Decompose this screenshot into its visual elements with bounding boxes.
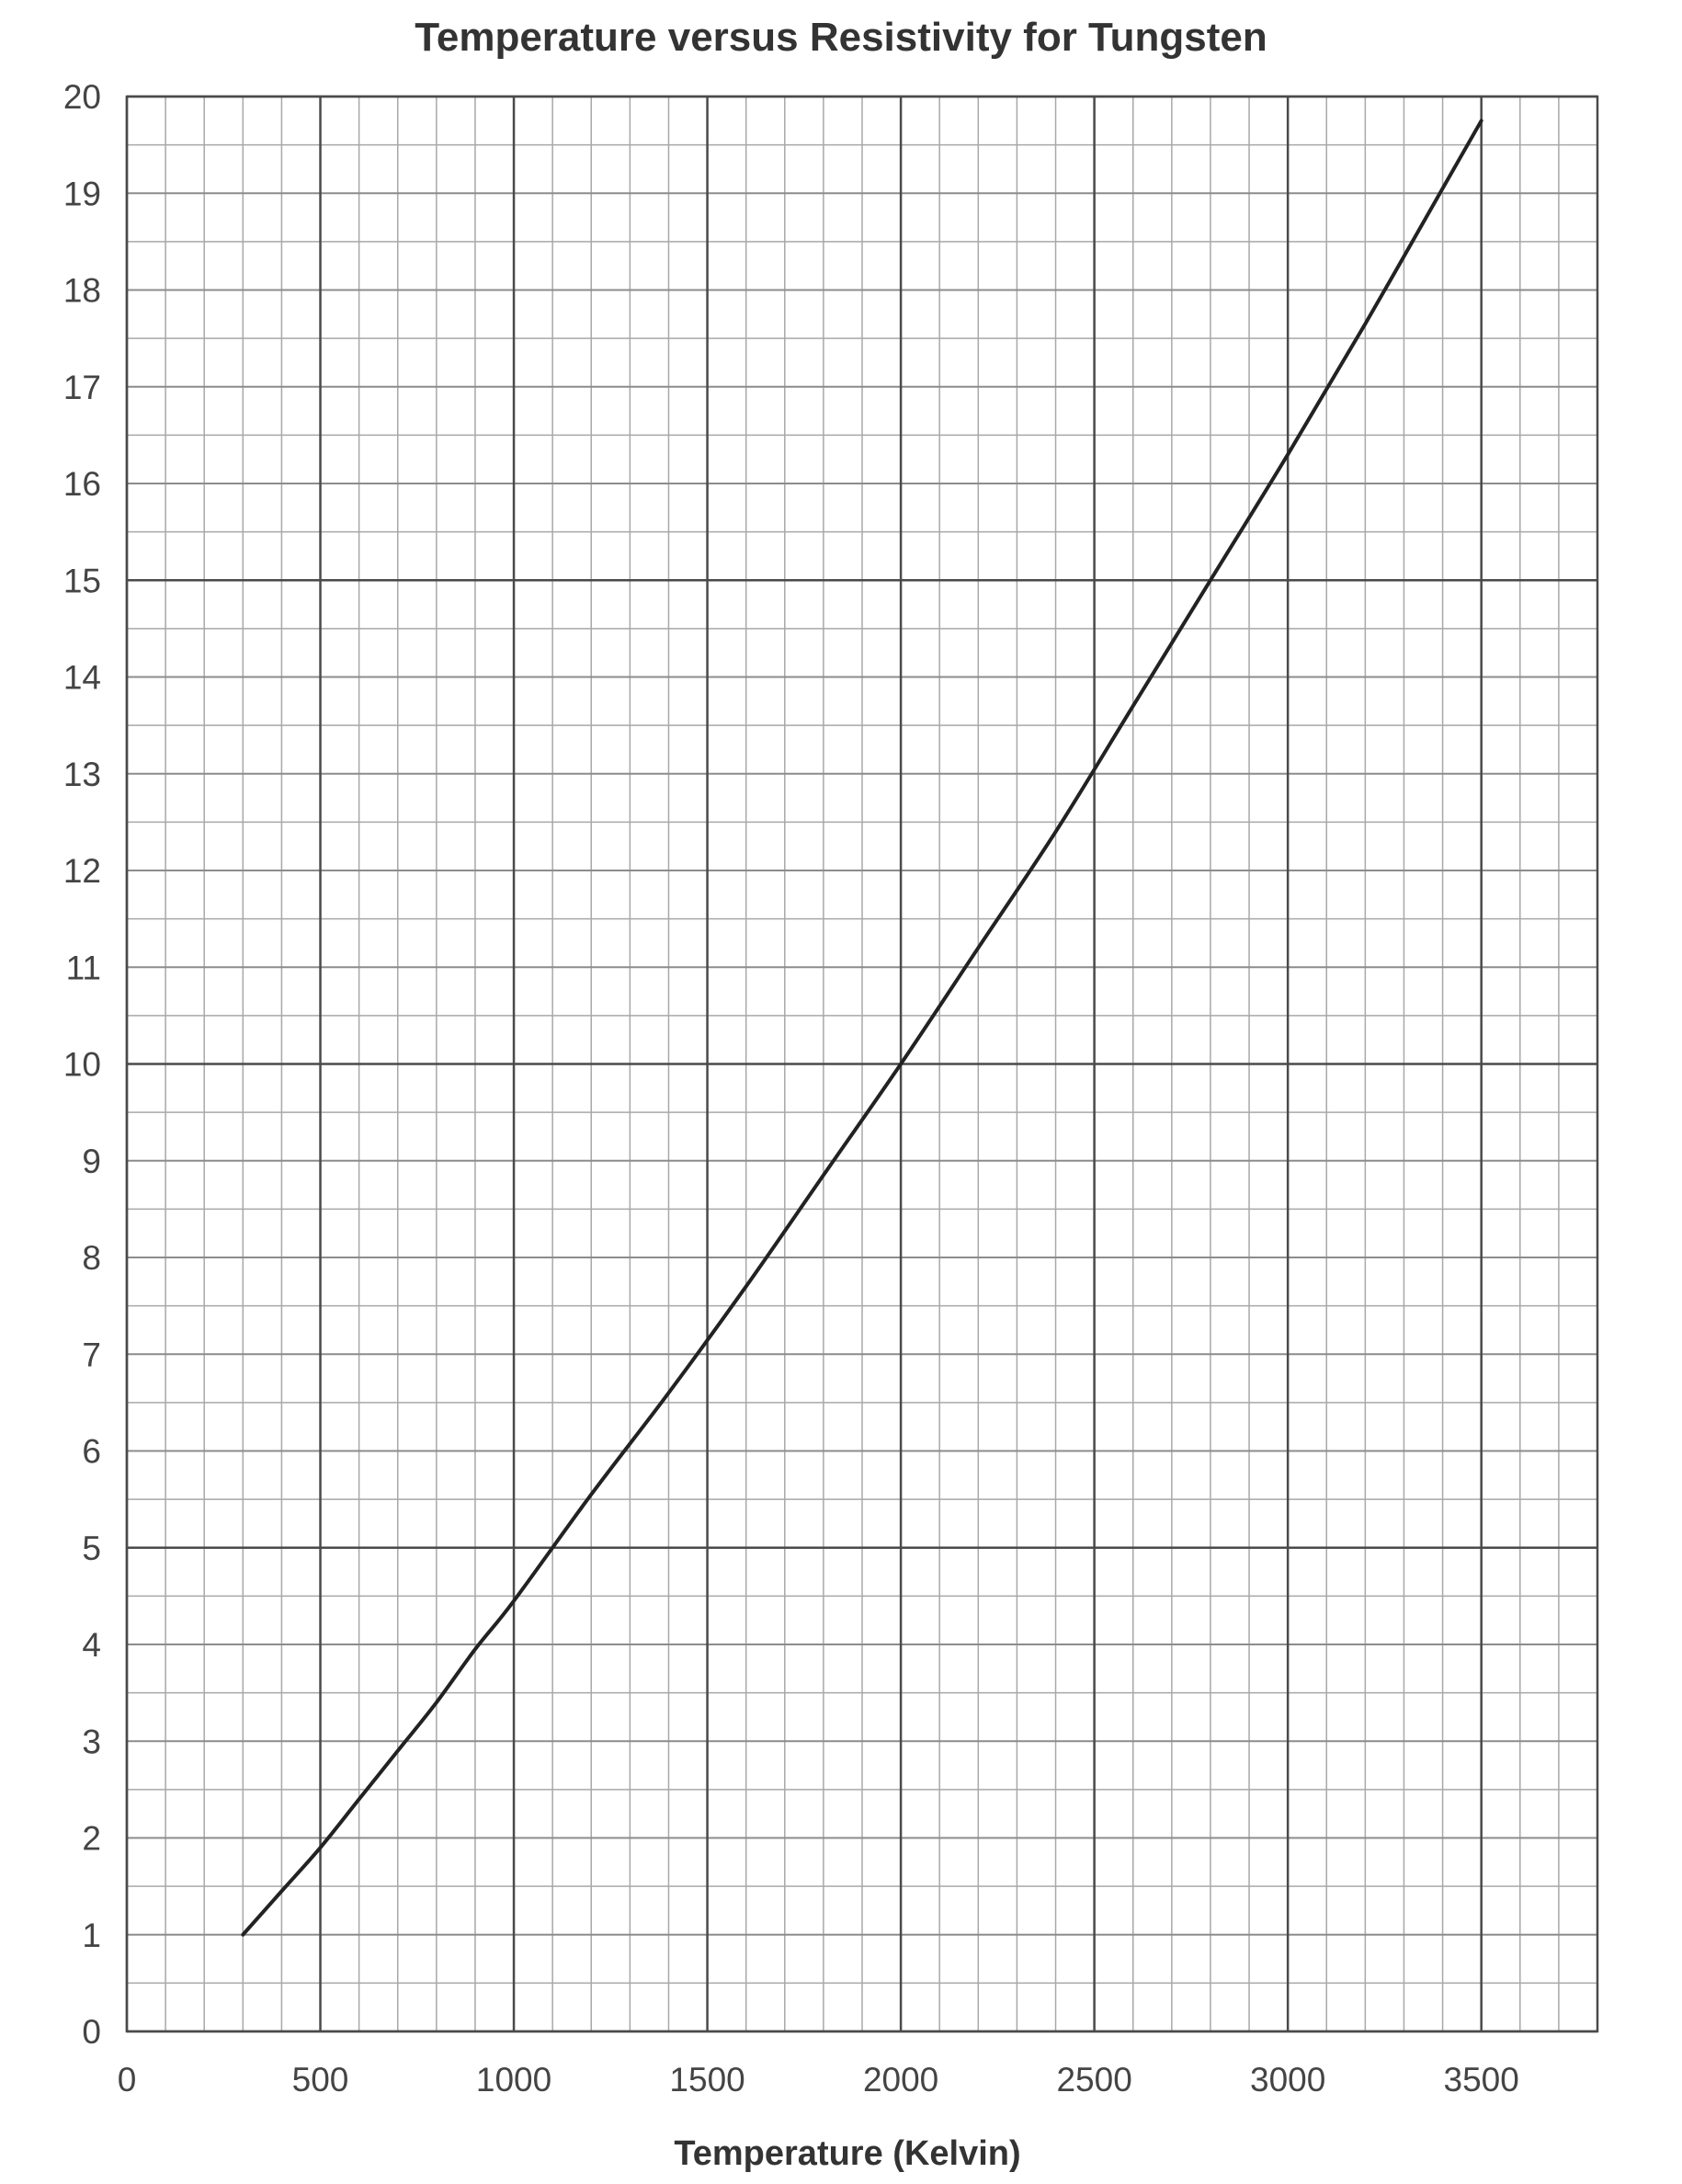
chart-title: Temperature versus Resistivity for Tungs…: [415, 15, 1267, 60]
y-tick-label: 6: [82, 1433, 101, 1471]
y-tick-label: 20: [63, 78, 101, 116]
x-tick-label: 2000: [863, 2061, 938, 2099]
x-tick-label: 0: [118, 2061, 137, 2099]
y-tick-label: 10: [63, 1046, 101, 1084]
y-tick-label: 11: [66, 949, 101, 986]
x-axis-label: Temperature (Kelvin): [674, 2134, 1020, 2173]
y-tick-label: 5: [82, 1530, 101, 1567]
plot-frame: [125, 95, 1599, 2033]
y-tick-label: 18: [63, 272, 101, 310]
y-tick-label: 2: [82, 1820, 101, 1858]
y-tick-label: 15: [63, 562, 101, 599]
x-tick-label: 3500: [1444, 2061, 1519, 2099]
x-axis-ticks: 0 500 1000 1500 2000 2500 3000 3500: [118, 2061, 1519, 2099]
y-tick-label: 1: [82, 1917, 101, 1954]
x-tick-label: 2500: [1056, 2061, 1131, 2099]
x-tick-label: 500: [292, 2061, 349, 2099]
x-tick-label: 1000: [476, 2061, 551, 2099]
y-tick-label: 16: [63, 465, 101, 503]
y-tick-label: 0: [82, 2013, 101, 2051]
y-tick-label: 13: [63, 756, 101, 793]
y-tick-label: 7: [82, 1336, 101, 1373]
x-tick-label: 1500: [669, 2061, 744, 2099]
y-tick-label: 9: [82, 1143, 101, 1180]
x-tick-label: 3000: [1250, 2061, 1325, 2099]
y-tick-label: 8: [82, 1239, 101, 1277]
y-tick-label: 19: [63, 175, 101, 212]
y-tick-label: 17: [63, 369, 101, 406]
y-tick-label: 12: [63, 852, 101, 890]
y-tick-label: 4: [82, 1626, 101, 1664]
series-line: [241, 119, 1483, 1937]
y-tick-label: 14: [63, 659, 101, 697]
y-tick-label: 3: [82, 1723, 101, 1760]
series-layer: [241, 119, 1483, 1937]
